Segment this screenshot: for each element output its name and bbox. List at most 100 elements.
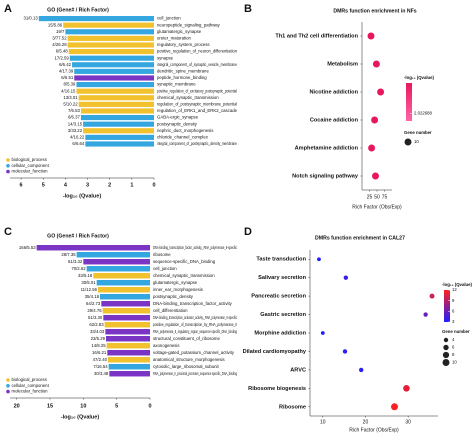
color-legend-label: 3 — [452, 319, 455, 324]
category-label: Morphine addiction — [254, 330, 306, 336]
category-label: anatomical_structure_morphogenesis — [153, 357, 225, 362]
x-tick-label: 3 — [86, 182, 89, 188]
x-axis-label: -log₁₀ (Qvalue) — [63, 193, 102, 199]
legend-marker — [6, 164, 10, 168]
category-label: synaptic_membrane — [157, 82, 196, 87]
bar-label: 33/5.18 — [78, 273, 93, 278]
bar-label: 17/2.59 — [54, 55, 69, 60]
category-label: regulatory_system_process — [157, 42, 210, 47]
color-bar — [444, 290, 450, 322]
bar — [109, 371, 150, 377]
category-label: Salivary secretion — [258, 275, 306, 281]
color-legend-label: 12 — [452, 287, 457, 292]
category-label: peptide_hormone_binding — [157, 75, 207, 80]
bar-label: 28/7.36 — [61, 252, 76, 257]
size-legend-title: Gene number — [442, 329, 470, 334]
size-legend-title: Gene number — [404, 130, 432, 135]
bar-label: 14/3.15 — [68, 121, 83, 126]
bar — [80, 108, 154, 114]
category-label: regulation_of_ERK1_and_ERK2_cascade — [157, 108, 238, 113]
dot — [403, 385, 410, 392]
category-label: RNA_polymerase_II_regulatory_region_sequ… — [153, 329, 237, 334]
bar — [105, 329, 150, 335]
chart-title: GO (Gene# / Rich Factor) — [47, 7, 109, 13]
x-tick-label: 20 — [363, 419, 369, 425]
bar — [86, 266, 150, 272]
bar-label: 33/4.03 — [90, 329, 105, 334]
category-label: DNA-binding_transcription_factor_activit… — [153, 301, 233, 306]
legend-marker — [6, 378, 10, 382]
bar-label: 29/4.76 — [87, 308, 102, 313]
category-label: Ribosome biogenesis — [248, 386, 306, 392]
category-label: Th1 and Th2 cell differentiation — [275, 33, 358, 39]
legend-marker — [6, 169, 10, 174]
category-label: Cocaine addiction — [310, 117, 359, 123]
legend-marker — [6, 389, 10, 394]
category-label: integral_component_of_postsynaptic_densi… — [157, 141, 237, 146]
x-tick-label: 30 — [405, 419, 411, 425]
dot — [320, 331, 325, 335]
dot — [367, 32, 375, 40]
legend-label: cellular_component — [12, 383, 50, 388]
x-tick-label: 75 — [382, 194, 388, 200]
bar — [100, 294, 150, 300]
category-label: nephric_duct_morphogenesis — [157, 128, 213, 133]
category-label: GABA-ergic_synapse — [157, 115, 199, 120]
bar-label: 4/16.15 — [61, 88, 76, 93]
legend-label: molecular_function — [12, 169, 49, 174]
bar-label: 166/5.53 — [19, 245, 36, 250]
x-axis-label: Rich Factor (Obs/Exp) — [349, 427, 399, 433]
category-label: dendritic_spine_membrane — [157, 69, 209, 74]
bar — [103, 315, 150, 321]
bar-label: 61/3.32 — [68, 259, 83, 264]
category-label: voltage-gated_potassium_channel_activity — [153, 350, 235, 355]
x-tick-label: 0 — [148, 403, 151, 409]
chart-title: DMRs function enrichment in NFs — [333, 8, 416, 14]
category-label: cell_junction — [157, 16, 181, 21]
color-legend-label: 9 — [452, 298, 455, 303]
panel-letter: D — [244, 226, 252, 238]
dot — [342, 349, 348, 354]
bar-label: 62/2.83 — [89, 322, 104, 327]
bar-label: 6/6.51 — [61, 75, 74, 80]
category-label: structural_constituent_of_ribosome — [153, 336, 220, 341]
category-label: ribosome — [153, 252, 171, 257]
category-label: positive_regulation_of_excitatory_postsy… — [157, 88, 237, 93]
bar-label: 6/6.37 — [68, 115, 81, 120]
legend-label: molecular_function — [12, 389, 49, 394]
category-label: positive_regulation_of_neuron_differenti… — [157, 49, 238, 54]
bar-label: 64/2.73 — [86, 301, 101, 306]
bar — [80, 115, 154, 121]
bar — [85, 134, 154, 140]
bar — [104, 322, 150, 328]
category-label: Nicotine addiction — [310, 89, 359, 95]
bar-label: 6/5.48 — [56, 49, 69, 54]
legend-label: biological_process — [12, 157, 47, 162]
x-tick-label: 6 — [20, 182, 23, 188]
x-tick-label: 25 — [367, 194, 373, 200]
color-bar — [406, 83, 412, 121]
bar — [76, 88, 154, 94]
bar-label: 70/2.62 — [71, 266, 86, 271]
category-label: chemical_synaptic_transmission — [157, 95, 219, 100]
x-tick-label: 50 — [374, 194, 380, 200]
category-label: cytosolic_large_ribosomal_subunit — [153, 364, 219, 369]
dot — [368, 144, 376, 152]
bar — [93, 273, 150, 279]
color-legend-title: -log₁₀ (Qvalue) — [404, 75, 435, 80]
chart-title: GO (Gene# / Rich Factor) — [47, 233, 109, 239]
bar-label: 4/17.39 — [59, 69, 74, 74]
size-legend-label: 10 — [452, 360, 457, 365]
bar — [108, 357, 150, 363]
panel-letter: C — [4, 226, 12, 238]
x-axis-label: -log₁₀ (Qvalue) — [61, 414, 100, 420]
bar — [83, 128, 154, 134]
x-tick-label: 0 — [152, 182, 155, 188]
bar-label: 30/3.48 — [94, 371, 109, 376]
bar — [98, 287, 150, 293]
category-label: integral_component_of_synaptic_vesicle_m… — [157, 62, 237, 67]
bar — [83, 121, 154, 127]
bar — [102, 308, 150, 314]
category-label: Taste transduction — [256, 257, 306, 263]
